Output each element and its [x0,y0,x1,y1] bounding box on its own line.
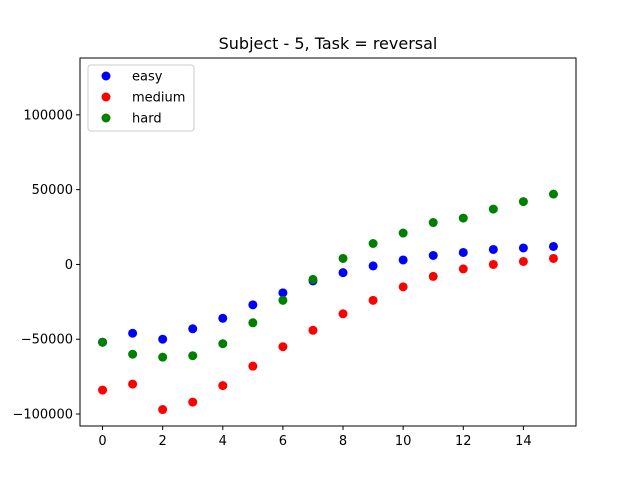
data-point [548,241,558,251]
data-point [218,381,228,391]
series-hard [98,189,558,362]
data-point [98,337,108,347]
data-point [458,264,468,274]
data-point [368,295,378,305]
data-point [248,300,258,310]
legend-marker [101,92,111,102]
data-point [428,250,438,260]
legend-label: easy [132,70,163,85]
data-point [248,318,258,328]
data-point [488,244,498,254]
x-tick-label: 0 [98,434,106,449]
data-point [188,324,198,334]
data-point [518,243,528,253]
data-point [188,351,198,361]
data-point [128,379,138,389]
data-point [188,397,198,407]
legend-marker [101,113,111,123]
y-tick-label: 50000 [32,183,73,198]
data-point [428,218,438,228]
data-point [308,274,318,284]
data-point [398,228,408,238]
legend-label: medium [132,91,185,106]
data-point [278,342,288,352]
data-point [308,325,318,335]
data-point [458,247,468,257]
data-point [248,361,258,371]
x-tick-label: 4 [219,434,227,449]
y-tick-label: 100000 [23,108,73,123]
chart-title: Subject - 5, Task = reversal [219,34,438,53]
x-tick-label: 14 [515,434,532,449]
plot-marks [98,189,558,415]
legend: easy medium hard [87,64,195,132]
data-point [218,313,228,323]
plot-frame [79,57,577,427]
x-tick-label: 2 [159,434,167,449]
data-point [458,213,468,223]
data-point [158,405,168,415]
data-point [278,295,288,305]
data-point [518,256,528,266]
data-point [518,197,528,207]
data-point [218,339,228,349]
data-point [158,334,168,344]
x-tick-label: 6 [279,434,287,449]
data-point [488,204,498,214]
data-point [128,328,138,338]
data-point [338,268,348,278]
data-point [398,255,408,265]
y-tick-label: −100000 [12,408,73,423]
y-tick-label: 0 [65,258,73,273]
x-tick-label: 12 [455,434,472,449]
x-tick-label: 10 [395,434,412,449]
x-tick-label: 8 [339,434,347,449]
data-point [398,282,408,292]
data-point [338,309,348,319]
y-axis: −100000 −50000 0 50000 100000 [12,108,80,423]
data-point [428,271,438,281]
data-point [368,238,378,248]
data-point [548,189,558,199]
data-point [548,253,558,263]
data-point [98,385,108,395]
x-axis: 0 2 4 6 8 10 12 14 [98,426,532,449]
legend-label: hard [132,112,162,127]
legend-marker [101,71,111,81]
data-point [368,261,378,271]
data-point [488,259,498,269]
series-medium [98,253,558,415]
data-point [338,253,348,263]
series-easy [98,241,558,347]
data-point [278,288,288,298]
data-point [128,349,138,359]
data-point [158,352,168,362]
y-tick-label: −50000 [21,333,73,348]
legend-box [87,64,195,132]
